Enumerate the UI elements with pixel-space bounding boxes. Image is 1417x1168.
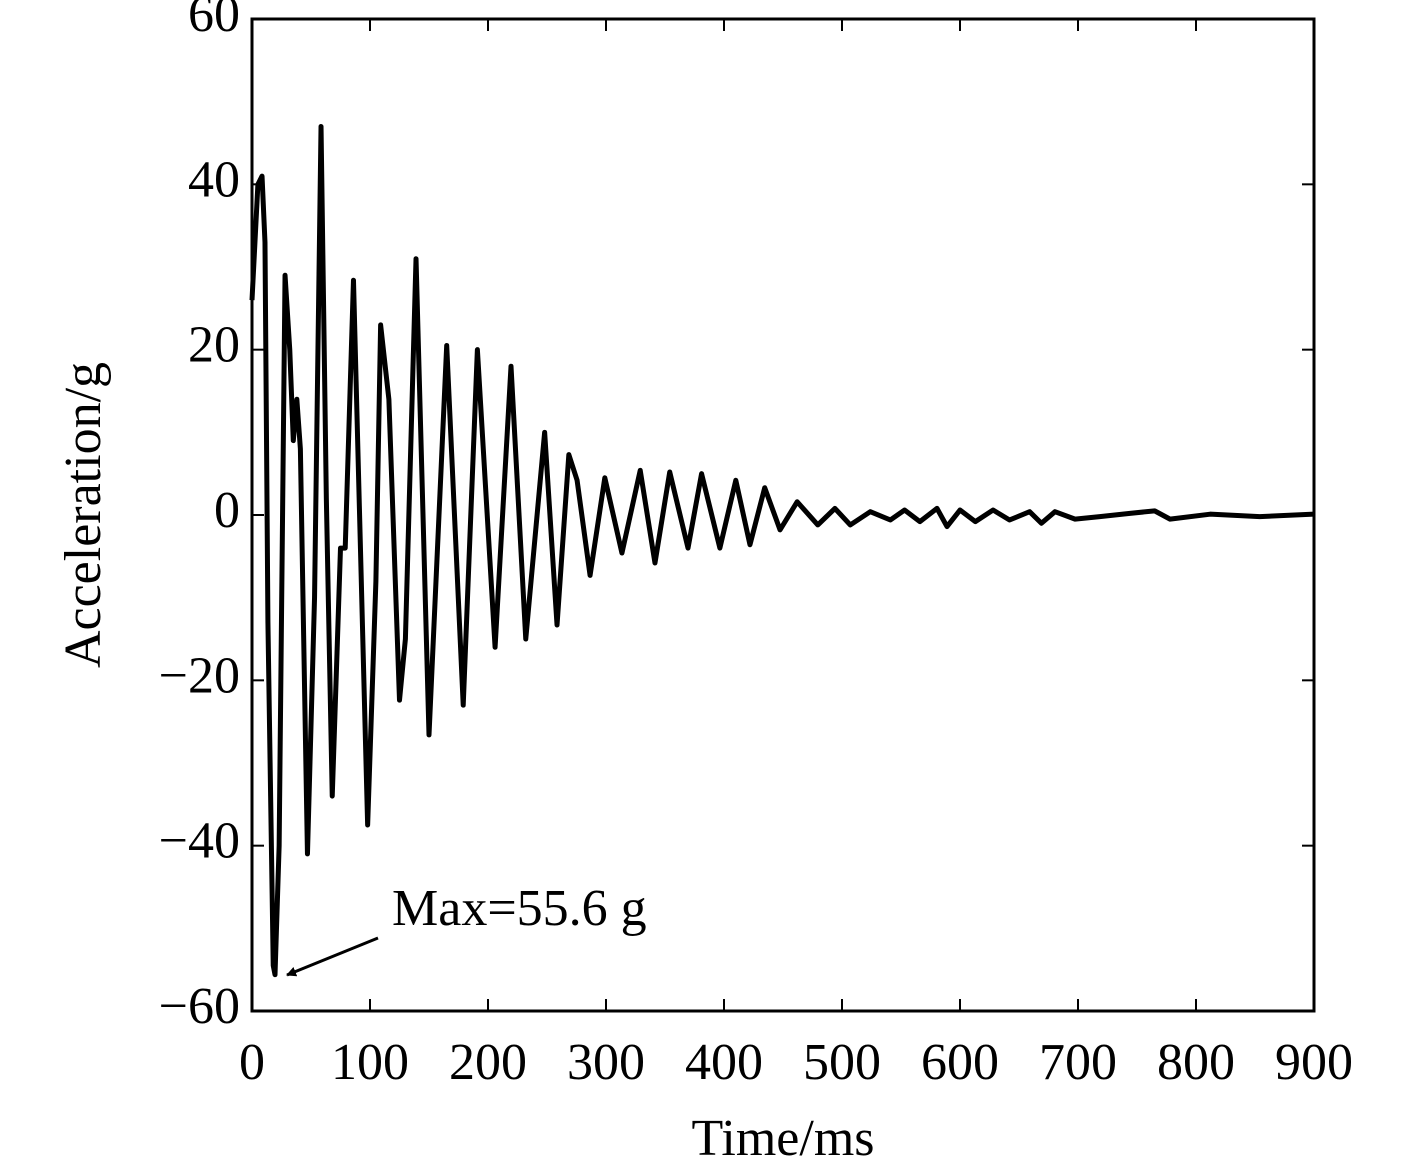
x-tick-label: 800 — [1157, 1034, 1235, 1091]
y-tick-label: 60 — [188, 0, 240, 43]
x-tick-label: 0 — [239, 1034, 265, 1091]
x-tick-label: 900 — [1275, 1034, 1353, 1091]
x-tick-label: 700 — [1039, 1034, 1117, 1091]
annotation: Max=55.6 g — [392, 880, 647, 937]
y-tick-label: 0 — [214, 482, 240, 539]
y-tick-label: −40 — [159, 813, 240, 870]
x-tick-label: 100 — [331, 1034, 409, 1091]
x-tick-label: 600 — [921, 1034, 999, 1091]
x-tick-label: 200 — [449, 1034, 527, 1091]
x-tick-label: 400 — [685, 1034, 763, 1091]
x-tick-label: 300 — [567, 1034, 645, 1091]
y-tick-label: −20 — [159, 647, 240, 704]
annotation-arrow — [286, 936, 379, 977]
y-tick-label: 40 — [188, 151, 240, 208]
y-axis-label: Acceleration/g — [55, 362, 112, 668]
data-line — [249, 123, 1315, 978]
x-tick-label: 500 — [803, 1034, 881, 1091]
y-tick-label: −60 — [159, 978, 240, 1035]
y-tick-label: 20 — [188, 317, 240, 374]
x-axis-label: Time/ms — [691, 1110, 874, 1167]
